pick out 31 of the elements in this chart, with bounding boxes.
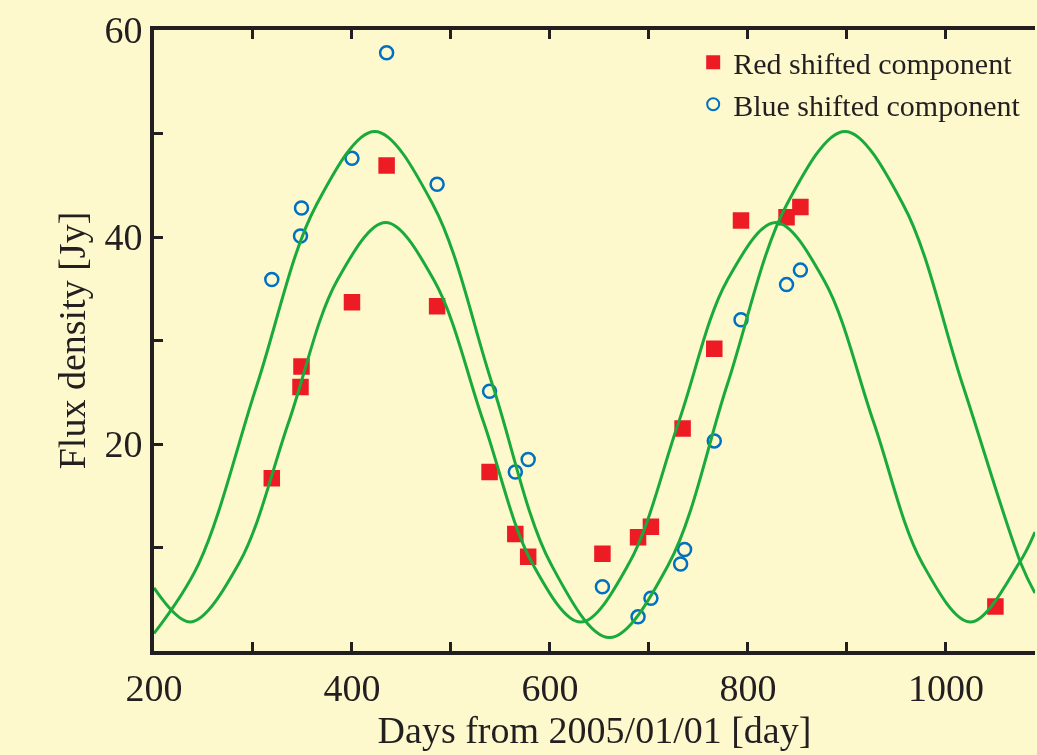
point <box>594 545 611 562</box>
point <box>378 45 395 61</box>
point <box>264 271 280 288</box>
point <box>792 198 809 216</box>
point <box>792 262 809 278</box>
point <box>676 541 693 558</box>
point <box>428 298 446 315</box>
y-tick-label: 60 <box>104 9 143 52</box>
point <box>672 556 689 572</box>
y-axis-title: Flux density [Jy] <box>51 211 94 470</box>
x-tick-label: 600 <box>521 666 579 709</box>
y-tick-label: 20 <box>104 423 143 466</box>
x-axis-title: Days from 2005/01/01 [day] <box>377 708 812 751</box>
point <box>520 451 536 468</box>
point <box>481 463 498 481</box>
point <box>732 212 750 229</box>
x-tick-label: 400 <box>323 666 381 709</box>
legend-label: Red shifted component <box>733 46 1013 80</box>
x-tick-label: 200 <box>125 666 183 709</box>
point <box>343 293 361 311</box>
x-tick-label: 1000 <box>907 666 984 709</box>
y-tick-label: 40 <box>104 216 143 259</box>
point <box>778 276 795 293</box>
legend-label: Blue shifted component <box>733 88 1021 122</box>
line-series <box>154 129 1035 640</box>
point <box>293 200 310 216</box>
point <box>429 176 445 192</box>
x-tick-label: 800 <box>719 666 777 709</box>
point <box>594 579 611 595</box>
point <box>378 157 395 174</box>
point <box>706 340 723 358</box>
